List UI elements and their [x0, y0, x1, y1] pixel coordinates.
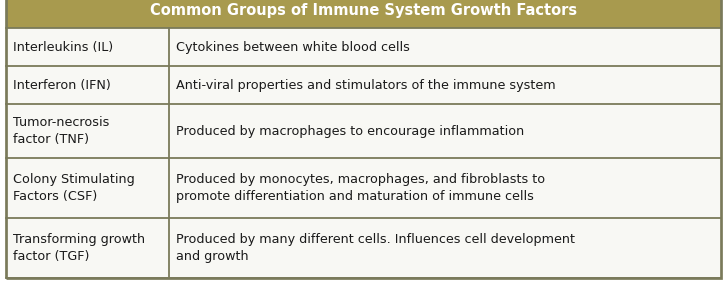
Bar: [169, 218, 721, 278]
Text: Common Groups of Immune System Growth Factors: Common Groups of Immune System Growth Fa…: [150, 3, 577, 18]
Text: Colony Stimulating
Factors (CSF): Colony Stimulating Factors (CSF): [13, 173, 134, 203]
Text: Anti-viral properties and stimulators of the immune system: Anti-viral properties and stimulators of…: [176, 78, 555, 91]
Bar: [169, 104, 721, 158]
Bar: [6, 218, 169, 278]
Text: Produced by monocytes, macrophages, and fibroblasts to
promote differentiation a: Produced by monocytes, macrophages, and …: [176, 173, 545, 203]
Text: Tumor-necrosis
factor (TNF): Tumor-necrosis factor (TNF): [13, 116, 109, 146]
Bar: [169, 28, 721, 66]
Bar: [6, 158, 169, 218]
Bar: [6, 0, 721, 28]
Text: Produced by many different cells. Influences cell development
and growth: Produced by many different cells. Influe…: [176, 233, 575, 263]
Text: Transforming growth
factor (TGF): Transforming growth factor (TGF): [13, 233, 145, 263]
Text: Interleukins (IL): Interleukins (IL): [13, 41, 113, 53]
Text: Interferon (IFN): Interferon (IFN): [13, 78, 111, 91]
Bar: [169, 66, 721, 104]
Text: Cytokines between white blood cells: Cytokines between white blood cells: [176, 41, 410, 53]
Bar: [6, 66, 169, 104]
Text: Produced by macrophages to encourage inflammation: Produced by macrophages to encourage inf…: [176, 124, 524, 137]
Bar: [169, 158, 721, 218]
Bar: [6, 28, 169, 66]
Bar: [6, 104, 169, 158]
